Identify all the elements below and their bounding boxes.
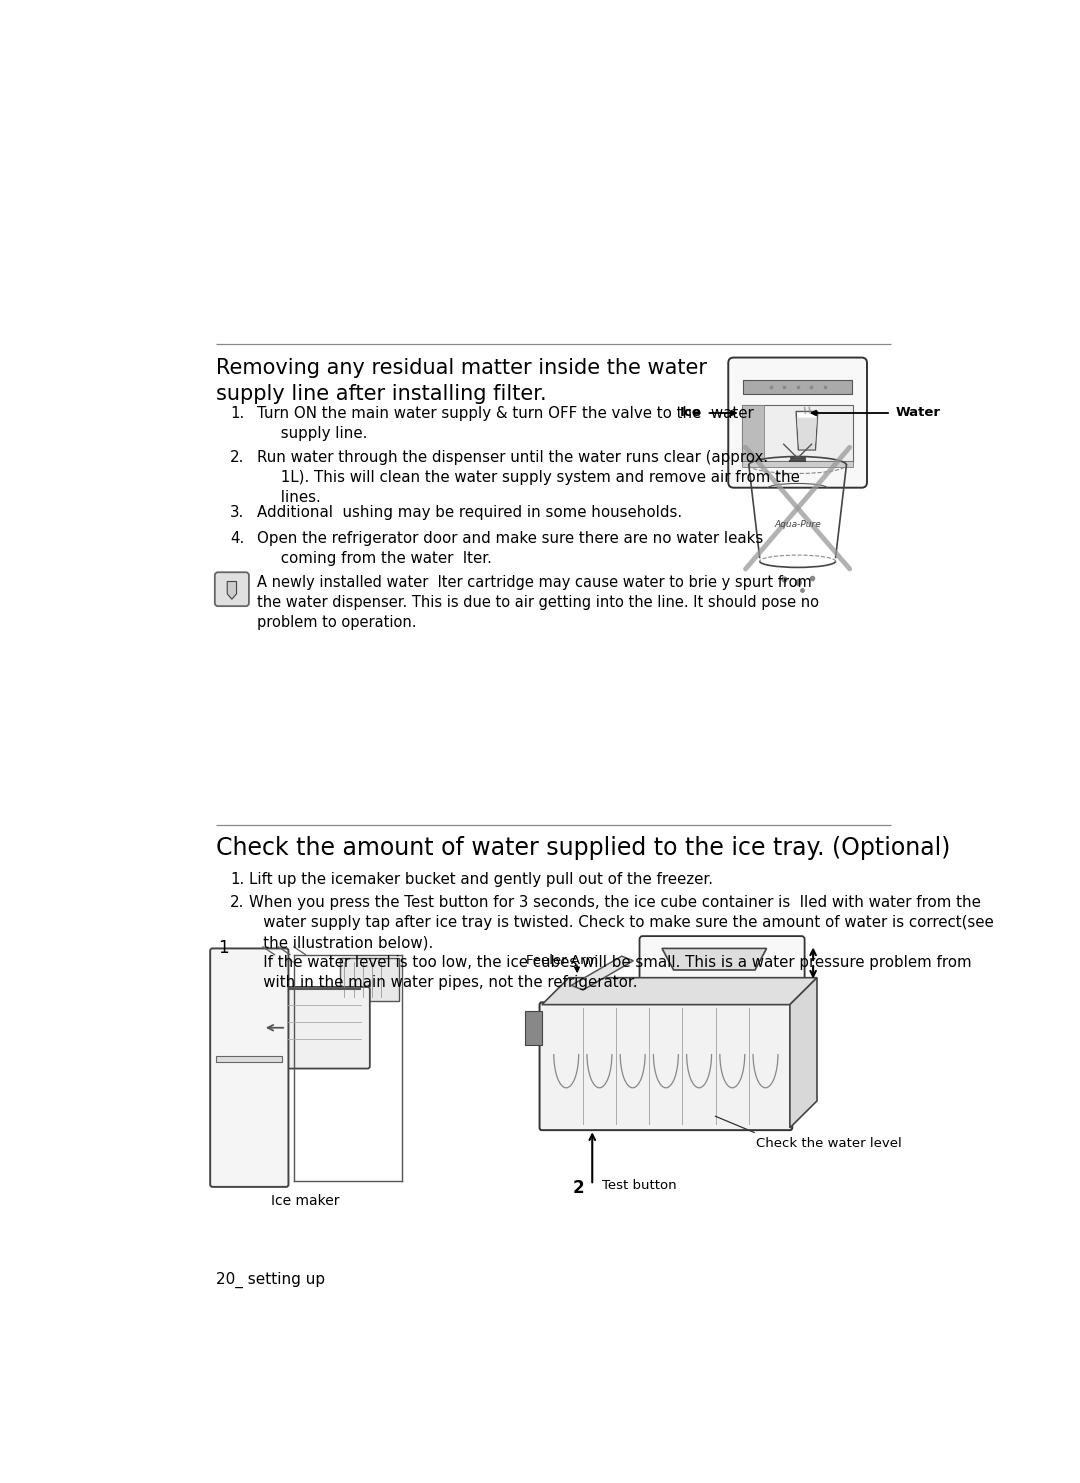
Text: Check the amount of water supplied to the ice tray. (Optional): Check the amount of water supplied to th… <box>216 836 950 860</box>
Text: Removing any residual matter inside the water
supply line after installing filte: Removing any residual matter inside the … <box>216 359 707 403</box>
Text: 20_ setting up: 20_ setting up <box>216 1272 325 1287</box>
Text: 1: 1 <box>218 939 229 957</box>
Text: 4.: 4. <box>230 531 244 546</box>
Text: When you press the Test button for 3 seconds, the ice cube container is  lled wi: When you press the Test button for 3 sec… <box>248 896 994 991</box>
Text: 3.: 3. <box>230 504 244 519</box>
Text: 2.: 2. <box>230 896 245 911</box>
Bar <box>340 958 399 1001</box>
Bar <box>216 1056 282 1062</box>
Text: Run water through the dispenser until the water runs clear (approx.
     1L). Th: Run water through the dispenser until th… <box>257 449 799 504</box>
FancyBboxPatch shape <box>540 1003 793 1130</box>
Text: A newly installed water  lter cartridge may cause water to brie y spurt from
the: A newly installed water lter cartridge m… <box>257 575 819 630</box>
Polygon shape <box>571 957 633 991</box>
Text: Open the refrigerator door and make sure there are no water leaks
     coming fr: Open the refrigerator door and make sure… <box>257 531 762 567</box>
Polygon shape <box>542 977 816 1004</box>
Text: Lift up the icemaker bucket and gently pull out of the freezer.: Lift up the icemaker bucket and gently p… <box>248 872 713 887</box>
Polygon shape <box>227 581 237 599</box>
Polygon shape <box>797 418 816 449</box>
Polygon shape <box>796 411 818 449</box>
Text: Aqua-Pure: Aqua-Pure <box>774 521 821 529</box>
Text: 1.: 1. <box>230 406 244 421</box>
Bar <box>743 380 852 394</box>
Bar <box>525 1011 542 1046</box>
Text: Ice maker: Ice maker <box>271 1194 340 1207</box>
Bar <box>742 405 764 461</box>
Text: Test button: Test button <box>602 1179 676 1192</box>
FancyBboxPatch shape <box>639 936 805 991</box>
Text: 1.: 1. <box>230 872 244 887</box>
FancyBboxPatch shape <box>728 357 867 488</box>
FancyBboxPatch shape <box>211 949 288 1186</box>
Polygon shape <box>662 949 767 970</box>
Text: Feeler Arm: Feeler Arm <box>526 954 598 967</box>
FancyBboxPatch shape <box>280 986 369 1069</box>
Text: Check the water level: Check the water level <box>756 1137 902 1151</box>
Text: Additional  ushing may be required in some households.: Additional ushing may be required in som… <box>257 504 681 519</box>
Text: Ice: Ice <box>679 406 701 420</box>
Text: Water: Water <box>895 406 941 420</box>
Text: Turn ON the main water supply & turn OFF the valve to the  water
     supply lin: Turn ON the main water supply & turn OFF… <box>257 406 754 442</box>
FancyBboxPatch shape <box>215 572 248 607</box>
Bar <box>742 405 853 461</box>
Text: 2.: 2. <box>230 449 245 464</box>
Bar <box>742 461 853 467</box>
Polygon shape <box>789 977 816 1129</box>
Text: 2: 2 <box>572 1179 584 1197</box>
